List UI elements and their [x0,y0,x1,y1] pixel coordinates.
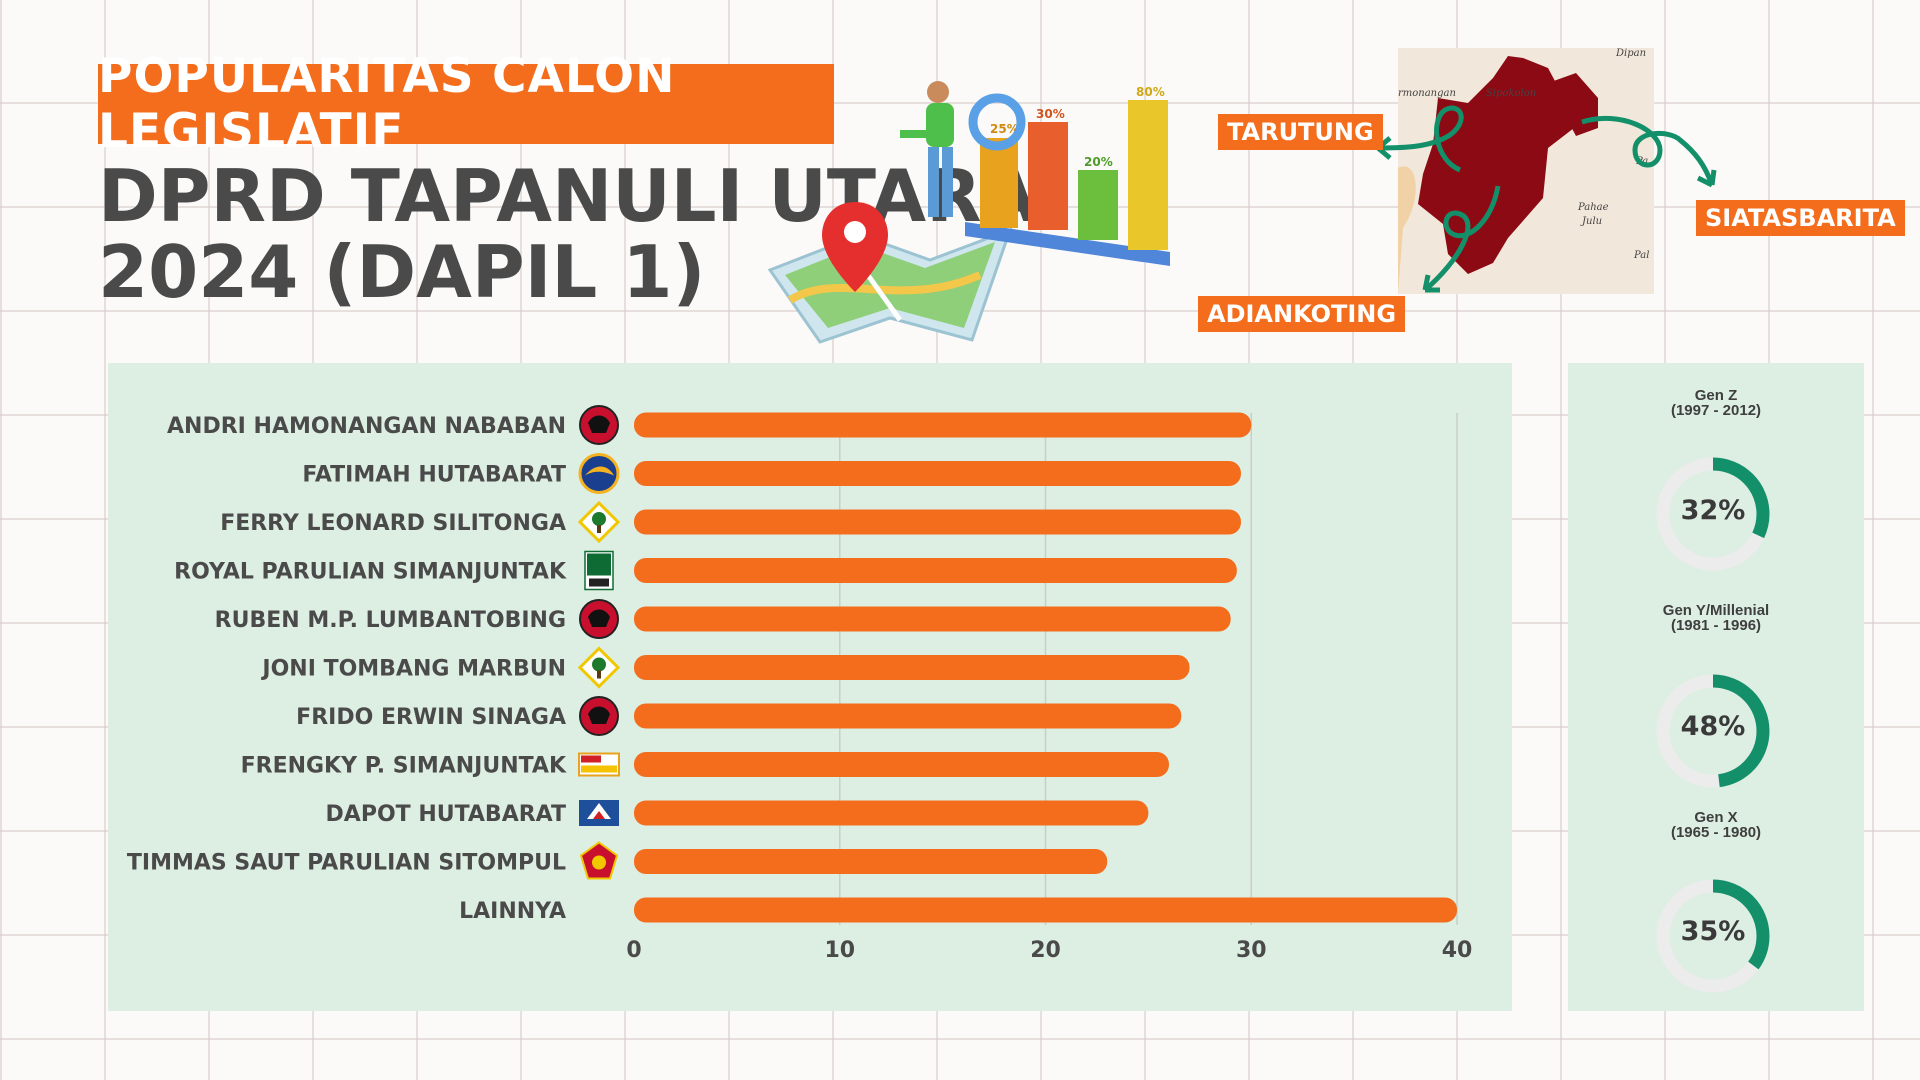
category-label: RUBEN M.P. LUMBANTOBING [215,608,566,633]
gen-x-label: Gen X (1965 - 1980) [1568,810,1864,840]
x-tick-label: 40 [1442,938,1473,963]
bar-3 [634,509,1241,535]
category-label: FATIMAH HUTABARAT [302,463,566,488]
bar-2 [634,461,1241,486]
pdip-icon [579,599,619,639]
gen-z-percent: 32% [1680,495,1746,526]
donut-arc [1656,879,1770,993]
generation-panel: Gen Z (1997 - 2012) 32% Gen Y/Millenial … [1568,363,1864,1011]
category-label: FRIDO ERWIN SINAGA [296,705,566,730]
bar-8 [634,752,1169,777]
map-label-2: Sipokolon [1486,88,1536,99]
bar-10 [634,849,1108,874]
page-title-line2: 2024 (DAPIL 1) [98,230,706,314]
map-label-3: Pahae [1577,202,1609,213]
location-tag-adiankoting: ADIANKOTING [1198,296,1406,332]
bar-1 [634,412,1252,438]
category-label: ROYAL PARULIAN SIMANJUNTAK [174,560,567,585]
category-label: FRENGKY P. SIMANJUNTAK [241,754,567,779]
map-label-4: Julu [1580,216,1602,227]
gen-z-label: Gen Z (1997 - 2012) [1568,388,1864,418]
mini-bar-label-3: 20% [1084,155,1113,169]
map-label-7: Dipan [1615,48,1646,59]
mini-bar-label-4: 80% [1136,85,1165,99]
analytics-illustration: 25% 30% 20% 80% [767,81,1170,344]
pdip-icon [579,405,619,445]
category-label: FERRY LEONARD SILITONGA [220,511,566,536]
gen-x-donut [1656,879,1770,993]
nasdem-icon [578,453,620,494]
category-label: JONI TOMBANG MARBUN [260,657,566,682]
category-label: TIMMAS SAUT PARULIAN SITOMPUL [127,851,566,876]
gen-z-range: (1997 - 2012) [1670,402,1762,419]
bar-5 [634,606,1231,632]
gen-z-name: Gen Z [1694,387,1738,404]
demokrat-icon [579,800,619,826]
bar-7 [634,703,1182,729]
bar-9 [634,800,1149,826]
hanura-icon [578,752,620,777]
category-label: LAINNYA [459,899,566,924]
gen-y-name: Gen Y/Millenial [1662,602,1770,619]
map-arrows [1376,105,1717,293]
mini-bar-label-2: 30% [1036,107,1065,121]
category-label: DAPOT HUTABARAT [326,802,566,827]
arrow-to-siatasbarita-icon [1581,115,1717,188]
golkar-icon [577,646,621,689]
person-with-magnifier-icon [900,81,1026,217]
mini-bar-chart-icon: 25% 30% 20% 80% [965,85,1170,266]
donut-arc [1656,674,1770,788]
golkar-icon [577,500,621,544]
pdip-icon [579,696,619,736]
x-tick-label: 20 [1030,938,1061,963]
bar-6 [634,655,1190,680]
location-tag-tarutung: TARUTUNG [1218,114,1383,150]
bar-4 [634,558,1237,583]
category-label: ANDRI HAMONANGAN NABABAN [167,414,566,439]
gen-x-range: (1965 - 1980) [1670,824,1762,841]
location-pin-icon [822,202,888,292]
gen-y-donut [1656,674,1770,788]
pkb-icon [584,550,614,591]
x-tick-label: 30 [1236,938,1267,963]
gen-y-percent: 48% [1680,711,1746,742]
map-label-6: Pal [1633,250,1649,261]
gen-x-name: Gen X [1694,809,1738,826]
gen-y-range: (1981 - 1996) [1670,617,1762,634]
donut-arc [1656,457,1770,571]
gen-y-label: Gen Y/Millenial (1981 - 1996) [1568,603,1864,633]
location-tag-siatasbarita: SIATASBARITA [1696,200,1905,236]
gen-z-donut [1656,457,1770,571]
arrow-to-adiankoting-icon [1422,185,1501,293]
mini-bar-label-1: 25% [990,122,1019,136]
gerindra-icon [579,841,619,880]
page-title: DPRD TAPANULI UTARA 2024 (DAPIL 1) [98,158,1037,310]
map-label-1: rmonangan [1398,88,1456,99]
bar-11 [634,897,1457,923]
x-tick-label: 0 [626,938,641,963]
gen-x-percent: 35% [1680,916,1746,947]
x-tick-label: 10 [824,938,855,963]
